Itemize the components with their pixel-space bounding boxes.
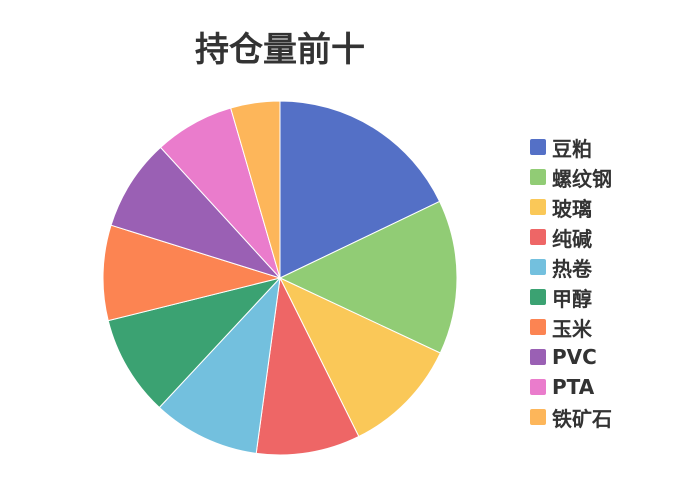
legend-label: 铁矿石	[552, 406, 612, 431]
legend-item[interactable]: 纯碱	[530, 222, 612, 252]
pie-slice-7[interactable]	[110, 146, 282, 280]
pie-slice-2[interactable]	[278, 276, 441, 438]
pie-slice-4[interactable]	[158, 276, 281, 454]
legend-swatch	[530, 259, 546, 275]
legend: 豆粕螺纹钢玻璃纯碱热卷甲醇玉米 PVC PTA 铁矿石	[530, 132, 612, 432]
legend-item[interactable]: PTA	[530, 372, 612, 402]
legend-label: 豆粕	[552, 136, 592, 161]
legend-swatch	[530, 349, 546, 365]
legend-item[interactable]: 铁矿石	[530, 402, 612, 432]
legend-item[interactable]: 玻璃	[530, 192, 612, 222]
legend-swatch	[530, 229, 546, 245]
legend-swatch	[530, 169, 546, 185]
legend-item[interactable]: 豆粕	[530, 132, 612, 162]
legend-swatch	[530, 409, 546, 425]
legend-swatch	[530, 319, 546, 335]
legend-label: 甲醇	[552, 286, 592, 311]
legend-label: PTA	[552, 375, 595, 399]
legend-item[interactable]: 热卷	[530, 252, 612, 282]
pie-slice-0[interactable]	[279, 100, 441, 279]
legend-swatch	[530, 199, 546, 215]
legend-label: 玉米	[552, 316, 592, 341]
legend-item[interactable]: 玉米	[530, 312, 612, 342]
pie-slice-9[interactable]	[230, 100, 281, 279]
legend-item[interactable]: 甲醇	[530, 282, 612, 312]
pie-slice-6[interactable]	[102, 224, 282, 322]
chart-title: 持仓量前十	[195, 30, 365, 70]
pie-slice-3[interactable]	[255, 276, 360, 456]
legend-swatch	[530, 379, 546, 395]
legend-label: 螺纹钢	[552, 166, 612, 191]
legend-label: 热卷	[552, 256, 592, 281]
legend-item[interactable]: 螺纹钢	[530, 162, 612, 192]
pie-slice-1[interactable]	[278, 200, 458, 354]
legend-swatch	[530, 289, 546, 305]
legend-item[interactable]: PVC	[530, 342, 612, 372]
legend-label: 纯碱	[552, 226, 592, 251]
legend-swatch	[530, 139, 546, 155]
legend-label: PVC	[552, 345, 597, 369]
legend-label: 玻璃	[552, 196, 592, 221]
